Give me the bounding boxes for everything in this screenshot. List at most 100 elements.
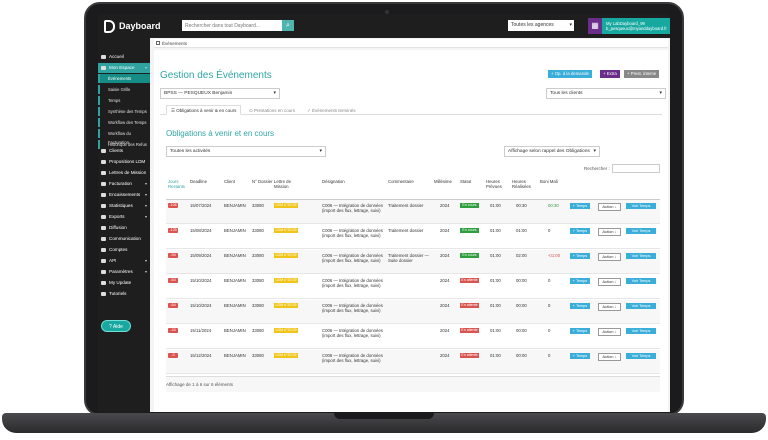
add-internal-button[interactable]: + Prest. interne <box>624 70 660 78</box>
sidebar-subitem-3[interactable]: Synthèse des Temps <box>98 107 150 116</box>
table-search-input[interactable] <box>612 164 660 173</box>
action-dropdown-button[interactable]: Action ↓ <box>598 253 621 261</box>
action-dropdown-button[interactable]: Action ↓ <box>598 303 621 311</box>
sidebar-item-2[interactable]: Clients <box>98 146 150 156</box>
view-time-button[interactable]: Voir Temps <box>626 253 656 259</box>
chevron-down-icon: ▾ <box>144 269 147 274</box>
column-header[interactable]: Désignation <box>322 179 345 184</box>
add-time-button[interactable]: + Temps <box>570 328 590 334</box>
ldm-badge[interactable]: LDM n°33 09 <box>274 253 298 258</box>
done-hours-cell: 02:00 <box>516 253 527 258</box>
sidebar-item-8[interactable]: Exports ▾ <box>98 212 150 222</box>
view-time-button[interactable]: Voir Temps <box>626 203 656 209</box>
sidebar-subitem-1[interactable]: Saisie Grille <box>98 85 150 94</box>
view-time-button[interactable]: Voir Temps <box>626 303 656 309</box>
chevron-down-icon: ▾ <box>319 148 322 154</box>
column-header[interactable]: Client <box>224 179 235 184</box>
column-header[interactable]: Boni Mali <box>540 179 558 184</box>
search-icon[interactable]: ⌕ <box>282 20 294 31</box>
sidebar-item-5[interactable]: Facturation ▾ <box>98 179 150 189</box>
action-dropdown-button[interactable]: Action ↓ <box>598 203 621 211</box>
camera <box>385 10 389 14</box>
column-header[interactable]: Heures Prévues <box>486 179 502 189</box>
action-dropdown-button[interactable]: Action ↓ <box>598 353 621 361</box>
tab-finished[interactable]: ✓ Événements terminés <box>307 108 356 113</box>
boni-mali-cell: 0 <box>548 353 551 358</box>
table-footer <box>166 376 660 392</box>
action-dropdown-button[interactable]: Action ↓ <box>598 228 621 236</box>
menu-icon <box>101 182 106 186</box>
view-time-button[interactable]: Voir Temps <box>626 278 656 284</box>
user-menu[interactable]: ▦ My LabDayboard_99 b_pesqueux@myanddayb… <box>588 18 670 34</box>
sidebar-item-13[interactable]: Paramètres ▾ <box>98 267 150 277</box>
column-header[interactable]: N° Dossier <box>252 179 273 184</box>
tab-prestations[interactable]: ⊙ Prestations en cours <box>249 108 296 113</box>
sidebar-item-1[interactable]: Mon Espace ▾ <box>98 63 150 73</box>
add-time-button[interactable]: + Temps <box>570 278 590 284</box>
help-button[interactable]: ? Aide <box>101 320 131 332</box>
add-time-button[interactable]: + Temps <box>570 253 590 259</box>
activities-select[interactable]: Toutes les activités ▾ <box>166 146 326 157</box>
sidebar-item-14[interactable]: My Update <box>98 278 150 288</box>
column-header[interactable]: Deadline <box>190 179 207 184</box>
sidebar-subitem-2[interactable]: Temps <box>98 96 150 105</box>
agency-select[interactable]: Toutes les agences ▾ <box>508 20 574 31</box>
year-cell: 2024 <box>440 328 450 333</box>
menu-icon <box>101 226 106 230</box>
sidebar-item-12[interactable]: API ▾ <box>98 256 150 266</box>
add-time-button[interactable]: + Temps <box>570 203 590 209</box>
brand-name: Dayboard <box>119 21 161 31</box>
column-header[interactable]: Lettre de Mission <box>274 179 291 189</box>
sidebar-item-15[interactable]: Tutoriels <box>98 289 150 299</box>
deadline-cell: 15/08/2024 <box>190 228 212 233</box>
add-time-button[interactable]: + Temps <box>570 303 590 309</box>
page-icon <box>156 41 160 45</box>
ldm-badge[interactable]: LDM n°33 09 <box>274 353 298 358</box>
ldm-badge[interactable]: LDM n°33 09 <box>274 303 298 308</box>
action-dropdown-button[interactable]: Action ↓ <box>598 278 621 286</box>
client-cell: BENJAMIN <box>224 203 246 208</box>
add-time-button[interactable]: + Temps <box>570 353 590 359</box>
column-header[interactable]: Jours Restants <box>168 179 185 189</box>
ldm-badge[interactable]: LDM n°33 09 <box>274 228 298 233</box>
tab-obligations[interactable]: ☰ Obligations à venir & en cours <box>166 105 242 115</box>
sidebar-subitem-5[interactable]: Workflow du Facturation <box>98 129 150 145</box>
display-select[interactable]: Affichage selon rappel des Obligations ▾ <box>504 146 600 157</box>
menu-icon <box>101 204 106 208</box>
column-header[interactable]: Statut <box>460 179 472 184</box>
clients-select[interactable]: Tous les clients ▾ <box>546 88 666 99</box>
action-dropdown-button[interactable]: Action ↓ <box>598 328 621 336</box>
sidebar-subitem-0[interactable]: Événements <box>98 74 150 83</box>
view-time-button[interactable]: Voir Temps <box>626 328 656 334</box>
client-cell: BENJAMIN <box>224 278 246 283</box>
sidebar-item-3[interactable]: Propositions LDM <box>98 157 150 167</box>
sidebar-subitem-6[interactable]: Historique des Refus <box>98 140 150 149</box>
sidebar-item-6[interactable]: Encaissements ▾ <box>98 190 150 200</box>
add-extra-button[interactable]: + Extra <box>600 70 620 78</box>
logo[interactable]: Dayboard <box>104 18 161 34</box>
sidebar-item-4[interactable]: Lettres de Mission <box>98 168 150 178</box>
sidebar-item-9[interactable]: Diffusion <box>98 223 150 233</box>
sidebar-item-11[interactable]: Comptes <box>98 245 150 255</box>
add-on-demand-button[interactable]: + Op. à la demande <box>548 70 592 78</box>
column-header[interactable]: Millésime <box>434 179 452 184</box>
global-search-input[interactable] <box>182 20 282 31</box>
sidebar-item-7[interactable]: Statistiques ▾ <box>98 201 150 211</box>
column-header[interactable]: Commentaire <box>388 179 414 184</box>
sidebar-item-10[interactable]: Communication <box>98 234 150 244</box>
menu-icon <box>101 193 106 197</box>
add-time-button[interactable]: + Temps <box>570 228 590 234</box>
days-remaining-badge: -106 <box>168 203 178 208</box>
ldm-badge[interactable]: LDM n°33 09 <box>274 278 298 283</box>
agency-value: Toutes les agences <box>511 22 554 28</box>
view-time-button[interactable]: Voir Temps <box>626 353 656 359</box>
sidebar-item-0[interactable]: Accueil <box>98 52 150 62</box>
collaborator-select[interactable]: BPSS — PESQUEUX Benjamin ▾ <box>160 88 280 99</box>
sidebar-item-label: Paramètres <box>109 269 133 274</box>
column-header[interactable]: Heures Réalisées <box>512 179 531 189</box>
view-time-button[interactable]: Voir Temps <box>626 228 656 234</box>
ldm-badge[interactable]: LDM n°33 09 <box>274 203 298 208</box>
ldm-badge[interactable]: LDM n°33 09 <box>274 328 298 333</box>
sidebar-subitem-4[interactable]: Workflow des Temps <box>98 118 150 127</box>
